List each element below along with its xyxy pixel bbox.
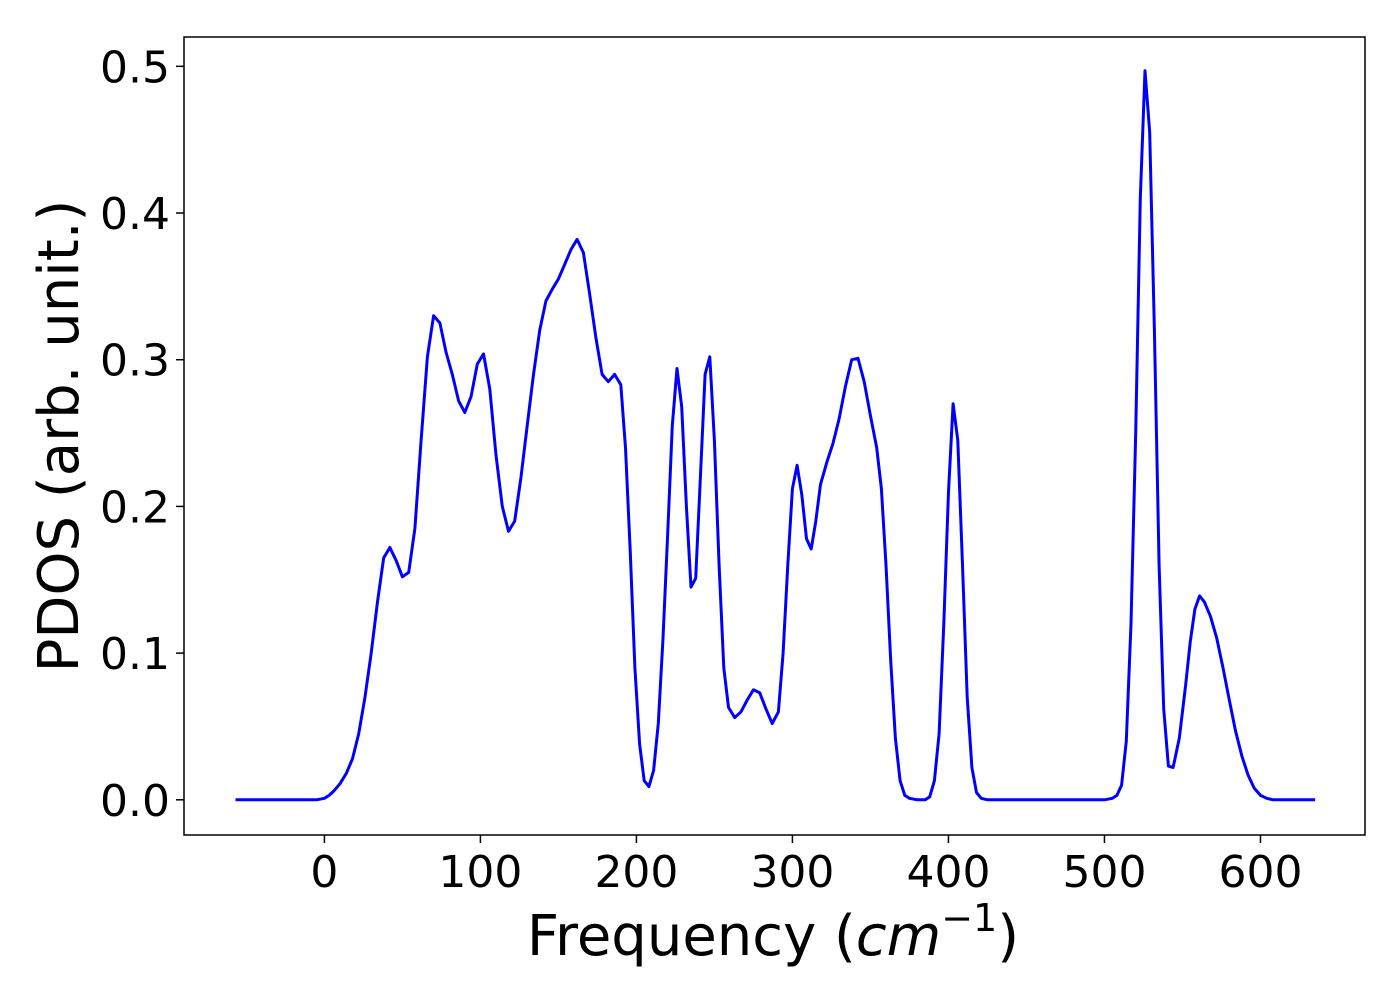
x-tick-label: 100	[438, 847, 522, 898]
x-tick-label: 400	[906, 847, 990, 898]
y-axis-label: PDOS (arb. unit.)	[27, 200, 92, 673]
y-tick-label: 0.2	[100, 482, 170, 533]
plot-frame	[183, 36, 1366, 836]
y-tick-label: 0.5	[100, 42, 170, 93]
x-axis-ticks: 0 100 200 300 400 500 600	[310, 835, 1302, 898]
y-tick-label: 0.1	[100, 629, 170, 680]
y-tick-label: 0.3	[100, 336, 170, 387]
y-axis-ticks: 0.0 0.1 0.2 0.3 0.4 0.5	[100, 42, 184, 827]
x-tick-label: 0	[310, 847, 338, 898]
x-tick-label: 300	[750, 847, 834, 898]
x-tick-label: 600	[1218, 847, 1302, 898]
pdos-series-line	[235, 69, 1316, 802]
x-tick-label: 200	[594, 847, 678, 898]
x-axis-label: Frequency (cm−1)	[527, 896, 1019, 969]
x-tick-label: 500	[1062, 847, 1146, 898]
y-tick-label: 0.0	[100, 776, 170, 827]
y-tick-label: 0.4	[100, 189, 170, 240]
